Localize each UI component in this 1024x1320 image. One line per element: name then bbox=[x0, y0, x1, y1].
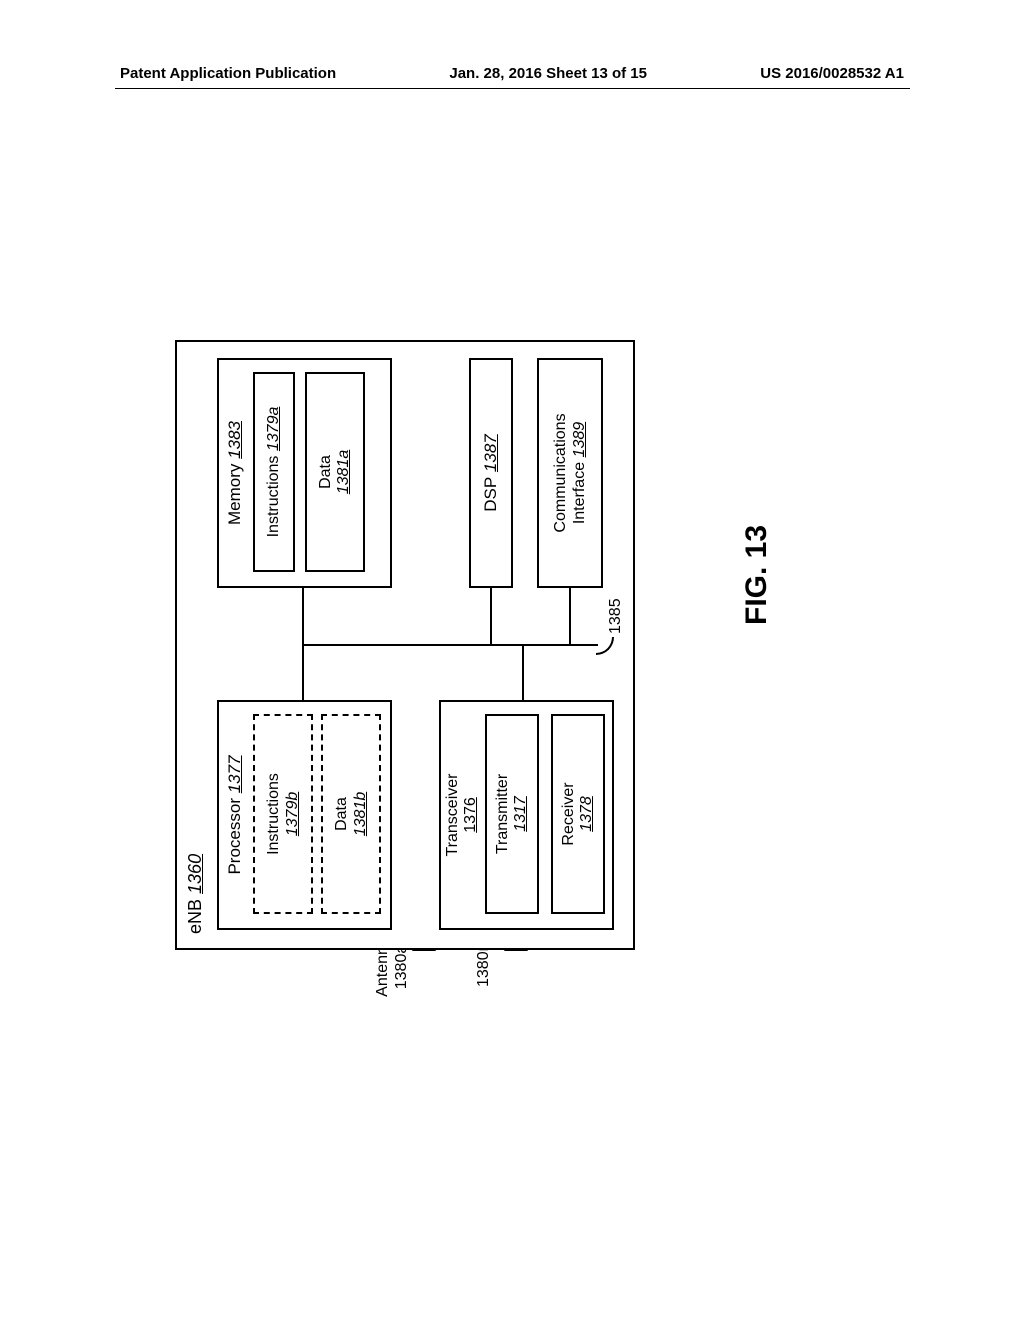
transceiver-label: Transceiver1376 bbox=[444, 702, 481, 928]
page-header: Patent Application Publication Jan. 28, … bbox=[0, 65, 1024, 82]
diagram-area: Antenna 1380a ⋮ 1380n eNB 1360 Processor… bbox=[150, 340, 710, 950]
bus-ref-arc bbox=[596, 637, 614, 655]
receiver-block: Receiver 1378 bbox=[551, 714, 605, 914]
data-a-block: Data 1381a bbox=[305, 372, 365, 572]
bus-vertical bbox=[303, 644, 598, 646]
bus-transceiver-stub bbox=[522, 644, 524, 700]
processor-label: Processor 1377 bbox=[225, 702, 245, 928]
enb-label: eNB 1360 bbox=[185, 854, 206, 934]
figure-label: FIG. 13 bbox=[740, 525, 774, 625]
memory-block: Memory 1383 Instructions 1379a Data 1381… bbox=[217, 358, 392, 588]
bus-dsp-stub bbox=[490, 588, 492, 646]
header-rule bbox=[115, 88, 910, 89]
header-center: Jan. 28, 2016 Sheet 13 of 15 bbox=[449, 65, 647, 82]
header-left: Patent Application Publication bbox=[120, 65, 336, 82]
bus-processor-stub bbox=[302, 644, 304, 700]
header-right: US 2016/0028532 A1 bbox=[760, 65, 904, 82]
bus-comm-stub bbox=[569, 588, 571, 646]
transceiver-block: Transceiver1376 Transmitter 1317 Receive… bbox=[439, 700, 614, 930]
enb-block: eNB 1360 Processor 1377 Instructions 137… bbox=[175, 340, 635, 950]
transmitter-block: Transmitter 1317 bbox=[485, 714, 539, 914]
bus-memory-stub bbox=[302, 588, 304, 646]
memory-label: Memory 1383 bbox=[225, 360, 245, 586]
communications-interface-block: Communications Interface 1389 bbox=[537, 358, 603, 588]
instructions-b-block: Instructions 1379b bbox=[253, 714, 313, 914]
diagram-rotated-canvas: Antenna 1380a ⋮ 1380n eNB 1360 Processor… bbox=[125, 365, 735, 925]
dsp-block: DSP 1387 bbox=[469, 358, 513, 588]
instructions-a-block: Instructions 1379a bbox=[253, 372, 295, 572]
data-b-block: Data 1381b bbox=[321, 714, 381, 914]
bus-ref-label: 1385 bbox=[607, 598, 625, 634]
processor-block: Processor 1377 Instructions 1379b Data 1… bbox=[217, 700, 392, 930]
